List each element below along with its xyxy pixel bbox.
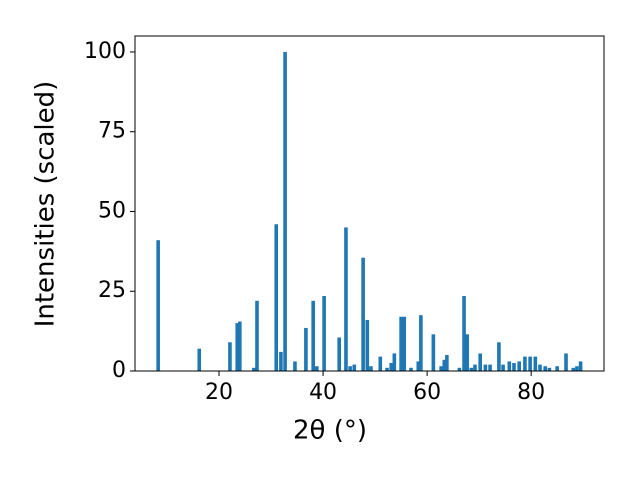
bar xyxy=(533,356,538,371)
bar xyxy=(409,367,413,371)
bar xyxy=(445,355,449,371)
bar xyxy=(488,364,492,371)
bar xyxy=(501,364,505,371)
bar xyxy=(507,361,512,371)
bar xyxy=(517,361,522,371)
y-axis-label: Intensities (scaled) xyxy=(31,81,61,328)
bar xyxy=(369,366,373,371)
bar xyxy=(337,337,341,371)
bar xyxy=(575,366,579,371)
bar xyxy=(478,353,482,371)
bar xyxy=(352,364,357,371)
bar xyxy=(402,316,407,371)
bar xyxy=(469,367,474,371)
bar xyxy=(238,321,242,371)
bar xyxy=(279,351,283,371)
bar xyxy=(462,296,466,371)
bar xyxy=(457,367,462,371)
x-tick-label: 40 xyxy=(309,380,337,405)
bar xyxy=(431,334,436,371)
bar xyxy=(483,364,488,371)
bar xyxy=(419,315,423,371)
y-tick-label: 50 xyxy=(98,198,126,223)
bar xyxy=(543,366,548,371)
bar xyxy=(497,342,501,371)
bar xyxy=(416,361,421,371)
x-axis-label: 2θ (°) xyxy=(293,416,367,446)
bar xyxy=(311,300,315,371)
bar xyxy=(315,366,319,371)
bar xyxy=(555,366,559,371)
bar xyxy=(473,364,477,371)
bar xyxy=(399,316,403,371)
y-tick-label: 75 xyxy=(98,119,126,144)
bar xyxy=(547,367,552,371)
plot-frame xyxy=(134,35,605,372)
bar xyxy=(465,334,469,371)
bar xyxy=(528,356,532,371)
bar xyxy=(348,366,352,371)
bar xyxy=(361,257,365,371)
bar xyxy=(235,323,240,371)
bar xyxy=(378,356,383,371)
x-tick-label: 80 xyxy=(517,380,545,405)
y-tick-label: 100 xyxy=(84,39,126,64)
bar xyxy=(293,361,297,371)
bar xyxy=(255,300,259,371)
bar xyxy=(564,353,568,371)
bar xyxy=(439,366,443,371)
bar xyxy=(523,356,527,371)
bar xyxy=(344,227,348,371)
bar xyxy=(389,363,394,371)
bar xyxy=(571,367,576,371)
bar xyxy=(252,367,256,371)
x-tick-label: 20 xyxy=(205,380,233,405)
bar xyxy=(578,361,583,371)
x-tick-label: 60 xyxy=(413,380,441,405)
bar xyxy=(304,327,308,371)
y-tick-label: 25 xyxy=(98,278,126,303)
bar xyxy=(385,367,389,371)
bar xyxy=(283,51,287,371)
bar xyxy=(322,296,326,371)
bar xyxy=(228,342,232,371)
bar xyxy=(392,353,397,371)
bar xyxy=(442,359,447,371)
bar xyxy=(365,319,370,371)
bar xyxy=(156,240,160,371)
bar xyxy=(538,364,542,371)
y-tick-label: 0 xyxy=(112,358,126,383)
bar xyxy=(197,348,202,371)
bar xyxy=(512,363,516,371)
bar xyxy=(274,224,279,371)
